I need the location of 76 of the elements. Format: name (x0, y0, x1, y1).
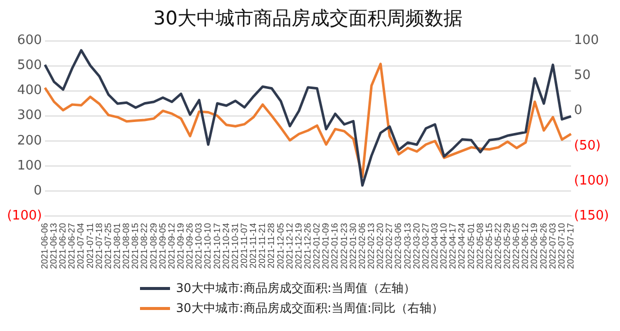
x-tick-label: 2022-05-08 (474, 222, 485, 270)
x-tick-label: 2022-03-27 (420, 222, 430, 270)
x-tick-label: 2021-12-05 (275, 222, 286, 270)
x-tick-label: 2021-06-27 (66, 222, 77, 270)
y-tick-label: 600 (17, 33, 42, 48)
y2-tick-label: (150) (574, 208, 610, 224)
x-tick-label: 2022-01-02 (312, 222, 322, 270)
y2-tick-label: 100 (574, 33, 599, 48)
x-tick-label: 2022-06-19 (529, 222, 540, 270)
x-tick-label: 2021-11-14 (248, 222, 258, 268)
y2-tick-label: 50 (574, 68, 591, 84)
x-tick-label: 2022-05-15 (484, 222, 494, 270)
x-tick-label: 2022-06-26 (538, 222, 548, 270)
x-tick-label: 2021-09-12 (166, 222, 176, 270)
x-tick-label: 2022-04-17 (448, 222, 458, 270)
x-tick-label: 2021-10-17 (212, 222, 222, 270)
x-tick-label: 2021-10-24 (220, 222, 231, 270)
x-tick-label: 2021-08-15 (130, 222, 140, 270)
x-tick-label: 2021-07-18 (94, 222, 104, 270)
x-tick-label: 2022-07-03 (547, 222, 558, 270)
x-tick-label: 2022-04-24 (456, 222, 467, 270)
x-tick-label: 2022-02-06 (356, 222, 367, 270)
x-tick-label: 2022-02-20 (375, 222, 386, 270)
x-tick-label: 2022-05-22 (492, 222, 503, 270)
x-tick-label: 2021-07-11 (84, 222, 95, 268)
y-tick-label: (100) (6, 208, 42, 224)
x-tick-label: 2022-05-01 (466, 222, 476, 270)
x-tick-label: 2021-10-10 (202, 222, 213, 270)
x-tick-label: 2021-11-07 (238, 222, 249, 268)
x-tick-label: 2022-03-13 (402, 222, 412, 270)
y-tick-label: 0 (34, 183, 42, 198)
x-tick-label: 2021-08-22 (139, 222, 150, 270)
x-tick-label: 2021-12-26 (302, 222, 312, 270)
x-tick-label: 2022-04-10 (438, 222, 449, 270)
x-tick-label: 2021-08-29 (148, 222, 158, 270)
y2-tick-label: (50) (574, 138, 601, 154)
legend-label: 30大中城市:商品房成交面积:当周值（左轴） (176, 280, 416, 296)
y2-tick-label: (100) (574, 173, 610, 188)
legend-label: 30大中城市:商品房成交面积:当周值:同比（右轴） (176, 300, 444, 316)
y-tick-label: 100 (17, 158, 42, 174)
x-tick-label: 2021-10-03 (194, 222, 204, 270)
x-tick-label: 2021-12-19 (293, 222, 304, 270)
x-tick-label: 2021-12-12 (284, 222, 294, 270)
x-tick-label: 2022-02-27 (384, 222, 394, 270)
x-tick-label: 2021-06-13 (48, 222, 59, 270)
x-tick-label: 2021-07-04 (76, 222, 86, 270)
x-tick-label: 2022-06-05 (511, 222, 522, 270)
x-tick-label: 2022-01-23 (338, 222, 349, 270)
y-tick-label: 200 (17, 133, 42, 148)
x-tick-label: 2021-09-19 (176, 222, 186, 270)
x-tick-label: 2022-03-06 (393, 222, 404, 270)
x-tick-label: 2022-07-10 (556, 222, 566, 270)
x-tick-label: 2022-01-16 (330, 222, 340, 270)
x-tick-label: 2021-11-28 (266, 222, 276, 268)
x-tick-label: 2021-06-06 (39, 222, 50, 270)
x-tick-label: 2021-08-08 (121, 222, 132, 270)
x-tick-label: 2022-02-13 (366, 222, 376, 270)
y-tick-label: 300 (17, 108, 42, 124)
x-tick-label: 2021-09-05 (157, 222, 168, 270)
x-tick-label: 2021-10-31 (230, 222, 240, 270)
x-tick-label: 2022-06-12 (520, 222, 530, 270)
x-tick-label: 2022-05-29 (502, 222, 512, 270)
x-tick-label: 2022-04-03 (429, 222, 440, 270)
y2-tick-label: 0 (574, 103, 582, 118)
x-tick-label: 2022-07-17 (566, 222, 576, 270)
x-tick-label: 2021-09-26 (184, 222, 195, 270)
x-tick-label: 2022-03-20 (411, 222, 422, 270)
y-tick-label: 500 (17, 58, 42, 74)
x-tick-label: 2021-06-20 (58, 222, 68, 270)
x-tick-label: 2021-08-01 (112, 222, 122, 270)
x-tick-label: 2022-01-09 (320, 222, 331, 270)
x-tick-label: 2021-11-21 (257, 222, 268, 268)
x-tick-label: 2021-07-25 (102, 222, 113, 270)
y-tick-label: 400 (17, 83, 42, 98)
chart-title: 30大中城市商品房成交面积周频数据 (153, 7, 463, 30)
x-tick-label: 2022-01-30 (348, 222, 358, 270)
